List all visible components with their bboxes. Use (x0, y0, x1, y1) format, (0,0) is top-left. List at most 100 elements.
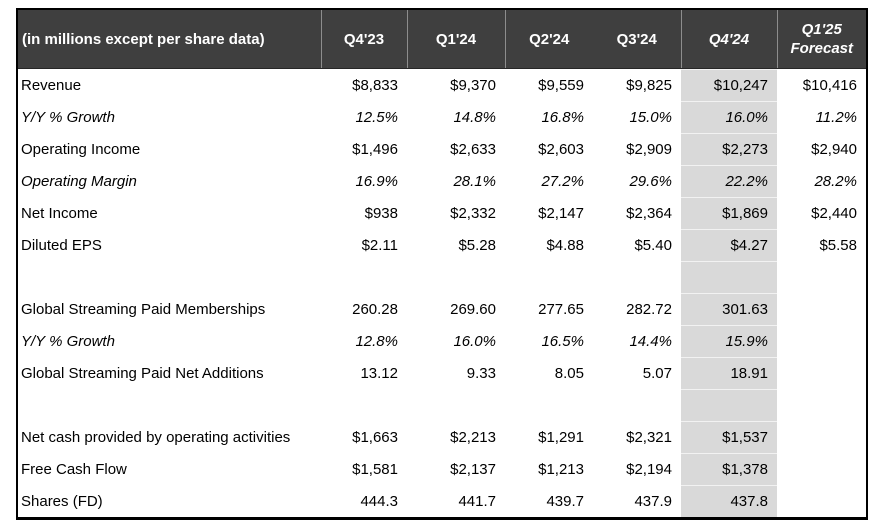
cell-value: $10,247 (681, 68, 777, 101)
cell-value (407, 389, 505, 421)
table-row: Y/Y % Growth 12.8% 16.0% 16.5% 14.4% 15.9% (18, 325, 866, 357)
cell-value: $9,825 (626, 76, 672, 94)
cell-value: 22.2% (681, 165, 777, 197)
cell-value: $1,581 (352, 460, 398, 478)
cell-value: 28.2% (814, 172, 857, 190)
cell-value (777, 389, 866, 421)
cell-value: $1,496 (352, 140, 398, 158)
cell-value: $2,213 (450, 428, 496, 446)
cell-value: $2,332 (450, 204, 496, 222)
table-row: Global Streaming Paid Net Additions 13.12… (18, 357, 866, 389)
cell-value: $2,909 (626, 140, 672, 158)
cell-value: $5.28 (458, 236, 496, 254)
cell-value: 11.2% (815, 108, 857, 126)
row-label: Global Streaming Paid Net Additions (21, 364, 264, 382)
cell-value (777, 421, 866, 453)
cell-value: $2,603 (538, 140, 584, 158)
cell-value: 15.0% (629, 108, 672, 126)
cell-value: 16.5% (541, 332, 584, 350)
table-row: Diluted EPS $2.11 $5.28 $4.88 $5.40 $4.27 $5.5… (18, 229, 866, 261)
cell-value: 28.1% (453, 172, 496, 190)
cell-value (321, 389, 407, 421)
row-label (18, 389, 321, 421)
cell-value: 437.9 (634, 492, 672, 510)
spacer-row (18, 389, 866, 421)
table-row: Shares (FD) 444.3 441.7 439.7 437.9 437.8 (18, 485, 866, 517)
cell-value: $2,633 (450, 140, 496, 158)
cell-value: $1,663 (352, 428, 398, 446)
table-row: Operating Margin 16.9% 28.1% 27.2% 29.6% 22.2… (18, 165, 866, 197)
cell-value (777, 453, 866, 485)
cell-value (777, 293, 866, 325)
row-label: Y/Y % Growth (21, 108, 115, 126)
financial-summary-table: (in millions except per share data) Q4'2… (16, 8, 868, 520)
cell-value: 444.3 (360, 492, 398, 510)
cell-value: 15.9% (681, 325, 777, 357)
row-label: Shares (FD) (21, 492, 103, 510)
cell-value: $1,213 (538, 460, 584, 478)
cell-value: 13.12 (360, 364, 398, 382)
cell-value: 29.6% (629, 172, 672, 190)
column-header-q1-24: Q1'24 (406, 10, 505, 69)
table-body: Revenue $8,833 $9,370 $9,559 $9,825 $10,247 $1… (18, 68, 866, 517)
spacer-row (18, 261, 866, 293)
column-header-q2-24: Q2'24 (504, 10, 593, 69)
cell-value (407, 261, 505, 293)
row-label: Diluted EPS (21, 236, 102, 254)
cell-value (321, 261, 407, 293)
cell-value: $4.88 (546, 236, 584, 254)
cell-value: 269.60 (450, 300, 496, 318)
cell-value: 301.63 (681, 293, 777, 325)
row-label: Global Streaming Paid Memberships (21, 300, 266, 318)
cell-value (777, 357, 866, 389)
cell-value (505, 389, 593, 421)
column-header-q3-24: Q3'24 (593, 10, 681, 69)
row-label: Net cash provided by operating activitie… (21, 428, 291, 446)
cell-value: $9,370 (450, 76, 496, 94)
cell-value (593, 389, 681, 421)
table-row: Revenue $8,833 $9,370 $9,559 $9,825 $10,247 $1… (18, 68, 866, 101)
cell-value: $1,869 (681, 197, 777, 229)
cell-value: $2,440 (811, 204, 857, 222)
cell-value: 12.5% (355, 108, 398, 126)
cell-value: $938 (364, 204, 398, 222)
cell-value: $1,537 (681, 421, 777, 453)
cell-value (593, 261, 681, 293)
table-row: Net Income $938 $2,332 $2,147 $2,364 $1,869 $2… (18, 197, 866, 229)
row-label: Y/Y % Growth (21, 332, 115, 350)
cell-value: 282.72 (626, 300, 672, 318)
cell-value (777, 261, 866, 293)
cell-value (777, 485, 866, 517)
cell-value: $2.11 (361, 236, 398, 254)
cell-value (777, 325, 866, 357)
table-header: (in millions except per share data) Q4'2… (18, 10, 866, 69)
cell-value: $2,273 (681, 133, 777, 165)
cell-value (681, 261, 777, 293)
cell-value: 14.4% (629, 332, 672, 350)
cell-value: $2,194 (626, 460, 672, 478)
financials-table: (in millions except per share data) Q4'2… (18, 10, 866, 517)
cell-value: 277.65 (538, 300, 584, 318)
cell-value: $2,364 (626, 204, 672, 222)
cell-value (505, 261, 593, 293)
cell-value: $10,416 (802, 76, 857, 94)
cell-value: 18.91 (681, 357, 777, 389)
cell-value: 16.0% (453, 332, 496, 350)
table-row: Global Streaming Paid Memberships 260.28 2… (18, 293, 866, 325)
cell-value: 14.8% (453, 108, 496, 126)
cell-value: $1,378 (681, 453, 777, 485)
cell-value: $2,940 (811, 140, 857, 158)
row-label: Operating Margin (21, 172, 137, 190)
cell-value: 260.28 (352, 300, 398, 318)
row-label: Free Cash Flow (21, 460, 127, 478)
cell-value (681, 389, 777, 421)
cell-value: $5.40 (634, 236, 672, 254)
cell-value: $5.58 (819, 236, 857, 254)
cell-value: 9.33 (466, 364, 496, 382)
cell-value: $2,137 (450, 460, 496, 478)
cell-value: 439.7 (546, 492, 584, 510)
cell-value: $2,321 (626, 428, 672, 446)
column-header-q1-25-forecast: Q1'25 Forecast (776, 10, 866, 69)
column-header-q4-23: Q4'23 (320, 10, 407, 69)
cell-value: 5.07 (642, 364, 672, 382)
